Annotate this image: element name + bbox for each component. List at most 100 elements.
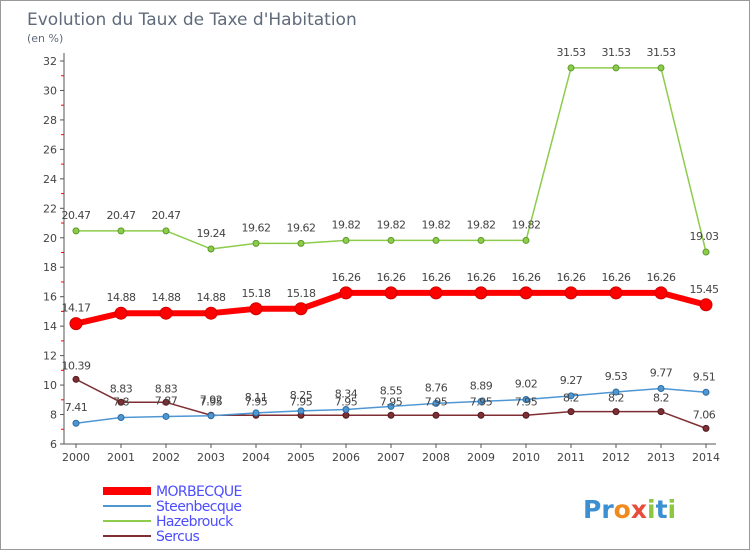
data-label-sercus: 7.95 [200,395,223,408]
data-label-hazebrouck: 19.03 [690,230,719,243]
y-tick-label: 22 [43,202,57,215]
data-point-morbecque [69,317,83,331]
x-tick-label: 2002 [152,451,180,464]
y-tick-label: 18 [43,261,57,274]
data-label-morbecque: 14.88 [152,291,181,304]
data-label-sercus: 7.95 [515,395,538,408]
data-point-morbecque [519,286,533,300]
data-label-steenbecque: 7.41 [65,401,88,414]
data-point-steenbecque [162,412,170,420]
data-label-steenbecque: 7.92 [200,394,223,407]
data-point-hazebrouck [612,64,620,72]
data-label-steenbecque: 8.11 [245,391,268,404]
data-point-morbecque [294,302,308,316]
data-point-steenbecque [117,413,125,421]
data-label-steenbecque: 9.27 [560,374,583,387]
y-tick-label: 16 [43,291,57,304]
data-point-steenbecque [297,407,305,415]
data-point-steenbecque [432,399,440,407]
logo-text: Proxiti [583,495,676,524]
x-tick-label: 2008 [422,451,450,464]
data-label-hazebrouck: 19.82 [512,218,541,231]
data-point-steenbecque [207,412,215,420]
x-tick-label: 2014 [692,451,720,464]
logo-letter: t [656,495,668,524]
data-label-morbecque: 16.26 [377,271,406,284]
data-label-morbecque: 16.26 [512,271,541,284]
data-label-sercus: 10.39 [62,359,91,372]
data-point-steenbecque [252,409,260,417]
x-tick-label: 2006 [332,451,360,464]
data-point-sercus [522,411,530,419]
data-label-morbecque: 14.88 [197,291,226,304]
data-label-morbecque: 14.88 [107,291,136,304]
data-point-sercus [702,424,710,432]
data-label-steenbecque: 8.89 [470,379,493,392]
y-tick-label: 10 [43,379,57,392]
data-label-hazebrouck: 19.62 [242,221,271,234]
data-point-steenbecque [342,406,350,414]
data-point-sercus [117,398,125,406]
logo-letter: x [631,495,647,524]
data-label-hazebrouck: 31.53 [602,46,631,59]
data-point-morbecque [384,286,398,300]
axes: 6 8 10 12 14 16 18 20 22 24 26 28 30 32 2000 2001 2002 20… [43,53,720,464]
logo-letter: o [614,495,631,524]
data-label-sercus: 7.95 [470,395,493,408]
y-tick-label: 32 [43,55,57,68]
data-point-sercus [387,411,395,419]
data-point-morbecque [339,286,353,300]
data-point-morbecque [609,286,623,300]
data-label-sercus: 7.95 [335,395,358,408]
x-tick-label: 2001 [107,451,135,464]
data-label-hazebrouck: 20.47 [152,209,181,222]
data-point-steenbecque [522,396,530,404]
data-label-morbecque: 15.18 [287,287,316,300]
data-point-morbecque [474,286,488,300]
data-label-hazebrouck: 19.82 [422,218,451,231]
data-point-steenbecque [702,388,710,396]
data-label-steenbecque: 8.25 [290,389,313,402]
data-point-steenbecque [387,402,395,410]
data-point-hazebrouck [567,64,575,72]
data-label-hazebrouck: 19.24 [197,227,226,240]
chart-subtitle: (en %) [27,32,63,45]
data-label-morbecque: 16.26 [332,271,361,284]
data-point-sercus [432,411,440,419]
data-label-morbecque: 16.26 [557,271,586,284]
y-tick-label: 30 [43,84,57,97]
proxiti-logo: Proxiti [583,495,676,524]
chart-title: Evolution du Taux de Taxe d'Habitation [27,10,357,30]
data-label-sercus: 8.2 [608,392,624,405]
data-label-sercus: 8.83 [155,382,178,395]
data-label-sercus: 8.2 [563,392,579,405]
data-point-hazebrouck [342,236,350,244]
data-label-morbecque: 16.26 [602,271,631,284]
data-label-steenbecque: 8.76 [425,381,448,394]
data-label-sercus: 7.95 [290,395,313,408]
data-point-hazebrouck [522,236,530,244]
y-tick-label: 6 [50,438,57,451]
data-point-morbecque [699,298,713,312]
y-tick-label: 8 [50,409,57,422]
data-label-hazebrouck: 19.82 [377,218,406,231]
data-label-hazebrouck: 31.53 [647,46,676,59]
data-point-steenbecque [657,384,665,392]
data-label-sercus: 8.2 [653,392,669,405]
y-tick-label: 24 [43,173,57,186]
y-tick-label: 20 [43,232,57,245]
data-label-sercus: 7.06 [693,408,716,421]
legend-label-sercus: Sercus [156,529,200,545]
data-point-hazebrouck [702,248,710,256]
data-point-hazebrouck [207,245,215,253]
data-label-morbecque: 16.26 [647,271,676,284]
data-label-steenbecque: 7.87 [155,394,178,407]
data-point-morbecque [204,306,218,320]
data-label-steenbecque: 9.53 [605,370,628,383]
data-point-morbecque [654,286,668,300]
data-label-sercus: 7.95 [380,395,403,408]
x-tick-label: 2005 [287,451,315,464]
